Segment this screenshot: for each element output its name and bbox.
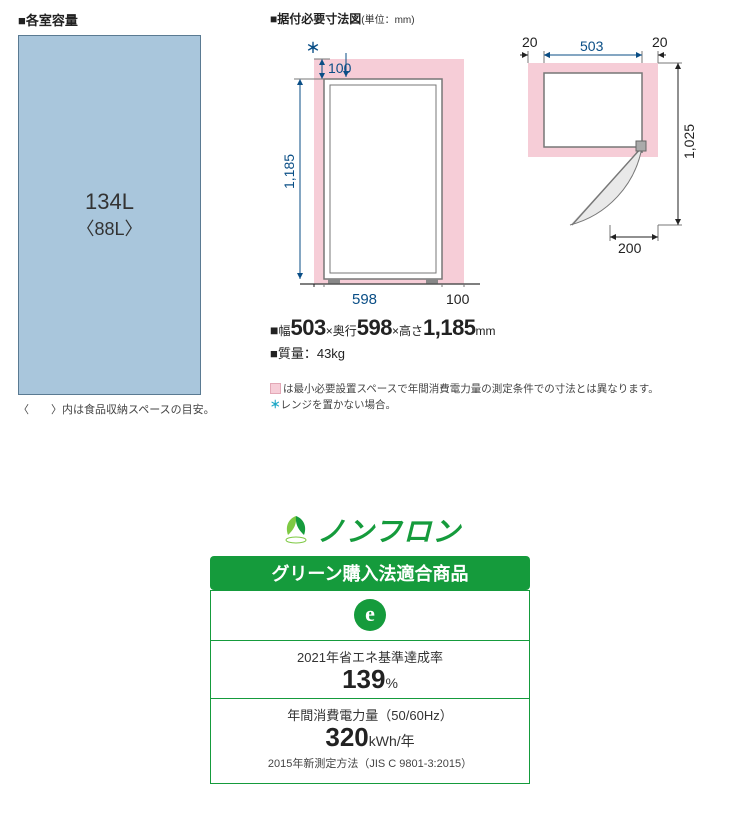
top-view: 20 503 20 bbox=[520, 34, 697, 256]
svg-text:20: 20 bbox=[522, 34, 538, 50]
svg-text:1,025: 1,025 bbox=[681, 124, 697, 159]
svg-text:100: 100 bbox=[328, 60, 352, 76]
install-section: ■据付必要寸法図(単位：mm) ＊ bbox=[270, 10, 710, 414]
capacity-sub: 〈88L〉 bbox=[76, 215, 142, 241]
e-mark-icon bbox=[354, 599, 386, 631]
achievement-row: 2021年省エネ基準達成率 139% bbox=[211, 640, 529, 698]
capacity-section: ■各室容量 134L 〈88L〉 〈 〉内は食品収納スペースの目安。 bbox=[18, 10, 223, 418]
capacity-note: 〈 〉内は食品収納スペースの目安。 bbox=[18, 403, 223, 418]
capacity-main: 134L bbox=[85, 189, 134, 215]
nonfron-text: ノンフロン bbox=[317, 510, 461, 550]
install-dims-text: ■幅503×奥行598×高さ1,185mm ■質量：43kg は最小必要設置スペ… bbox=[270, 315, 710, 414]
dims-line: ■幅503×奥行598×高さ1,185mm bbox=[270, 315, 710, 341]
annual-label: 年間消費電力量（50/60Hz） bbox=[215, 705, 525, 724]
install-svg: ＊ 100 1,185 bbox=[270, 29, 710, 287]
capacity-title: ■各室容量 bbox=[18, 10, 223, 29]
svg-text:200: 200 bbox=[618, 240, 642, 256]
install-unit: (単位：mm) bbox=[361, 15, 414, 26]
annual-unit: kWh/年 bbox=[369, 733, 415, 749]
svg-text:20: 20 bbox=[652, 34, 668, 50]
achieve-unit: % bbox=[385, 675, 397, 691]
annual-row: 年間消費電力量（50/60Hz） 320kWh/年 2015年新測定方法（JIS… bbox=[211, 698, 529, 783]
energy-table: 2021年省エネ基準達成率 139% 年間消費電力量（50/60Hz） 320k… bbox=[210, 590, 530, 784]
leaf-icon bbox=[279, 513, 313, 547]
install-diagram: ＊ 100 1,185 bbox=[270, 29, 710, 287]
install-title: ■据付必要寸法図 bbox=[270, 12, 361, 26]
front-side-gap-label: 100 bbox=[446, 291, 469, 307]
asterisk-icon: ＊ bbox=[306, 40, 320, 56]
achieve-value: 139 bbox=[342, 664, 385, 694]
e-mark-row bbox=[211, 590, 529, 640]
blue-asterisk-icon: ＊ bbox=[270, 399, 281, 411]
install-title-row: ■据付必要寸法図(単位：mm) bbox=[270, 10, 710, 27]
capacity-box: 134L 〈88L〉 bbox=[18, 35, 201, 395]
mass-line: ■質量：43kg bbox=[270, 343, 710, 362]
nonfron-row: ノンフロン bbox=[210, 510, 530, 550]
install-note: は最小必要設置スペースで年間消費電力量の測定条件での寸法とは異なります。＊レンジ… bbox=[270, 382, 660, 414]
front-width-label: 598 bbox=[352, 291, 377, 308]
annual-value: 320 bbox=[325, 722, 368, 752]
green-law-badge: グリーン購入法適合商品 bbox=[210, 556, 530, 590]
pink-swatch-icon bbox=[270, 383, 281, 394]
svg-text:503: 503 bbox=[580, 38, 604, 54]
energy-label: ノンフロン グリーン購入法適合商品 2021年省エネ基準達成率 139% 年間消… bbox=[210, 510, 530, 784]
svg-text:1,185: 1,185 bbox=[281, 154, 297, 189]
method-note: 2015年新測定方法（JIS C 9801-3:2015） bbox=[215, 751, 525, 777]
